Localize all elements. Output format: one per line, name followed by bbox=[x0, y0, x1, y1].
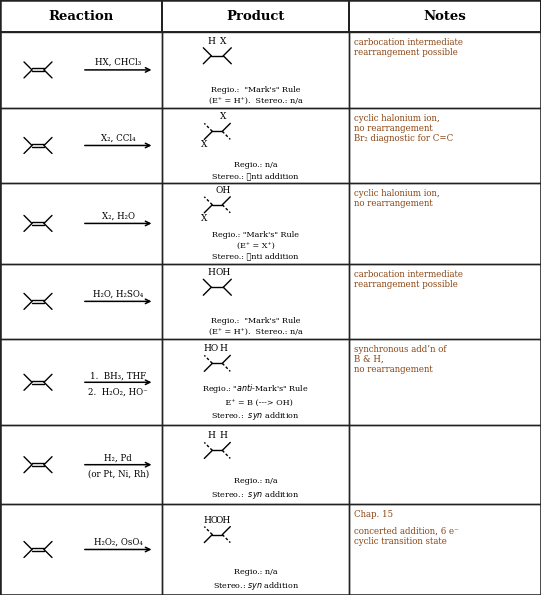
Text: Br₂ diagnostic for C=C: Br₂ diagnostic for C=C bbox=[354, 134, 453, 143]
Bar bbox=[162, 339, 349, 425]
Text: Regio.: "Mark's" Rule
(E⁺ = X⁺)
Stereo.: nti addition: Regio.: "Mark's" Rule (E⁺ = X⁺) Stereo.:… bbox=[212, 231, 299, 261]
Bar bbox=[349, 0, 541, 32]
Text: HO: HO bbox=[203, 516, 219, 525]
Text: Regio.:  "Mark's" Rule
(E⁺ = H⁺).  Stereo.: n/a: Regio.: "Mark's" Rule (E⁺ = H⁺). Stereo.… bbox=[209, 317, 302, 336]
Text: synchronous add’n of: synchronous add’n of bbox=[354, 345, 446, 354]
Bar bbox=[162, 504, 349, 595]
Bar bbox=[349, 504, 541, 595]
Bar bbox=[162, 0, 349, 32]
Text: H: H bbox=[219, 431, 227, 440]
Text: X₂, H₂O: X₂, H₂O bbox=[102, 211, 135, 220]
Text: HX, CHCl₃: HX, CHCl₃ bbox=[95, 58, 141, 67]
Bar bbox=[349, 183, 541, 264]
Text: Notes: Notes bbox=[424, 10, 466, 23]
Text: X: X bbox=[201, 140, 208, 149]
Text: 1.  BH₃, THF: 1. BH₃, THF bbox=[90, 371, 146, 380]
Text: X: X bbox=[220, 112, 227, 121]
Bar bbox=[0, 504, 162, 595]
Text: rearrangement possible: rearrangement possible bbox=[354, 280, 458, 289]
Text: OH: OH bbox=[216, 516, 231, 525]
Bar bbox=[0, 32, 162, 108]
Text: Product: Product bbox=[227, 10, 285, 23]
Text: H₂O, H₂SO₄: H₂O, H₂SO₄ bbox=[93, 289, 143, 298]
Bar bbox=[162, 32, 349, 108]
Text: Reaction: Reaction bbox=[49, 10, 114, 23]
Text: (or Pt, Ni, Rh): (or Pt, Ni, Rh) bbox=[88, 469, 149, 479]
Text: concerted addition, 6 e⁻: concerted addition, 6 e⁻ bbox=[354, 527, 459, 536]
Bar bbox=[0, 425, 162, 504]
Bar bbox=[0, 339, 162, 425]
Text: carbocation intermediate: carbocation intermediate bbox=[354, 270, 463, 278]
Text: H: H bbox=[207, 37, 215, 46]
Text: Regio.: n/a
Stereo.: $\it{syn}$ addition: Regio.: n/a Stereo.: $\it{syn}$ addition bbox=[213, 568, 299, 592]
Text: 2.  H₂O₂, HO⁻: 2. H₂O₂, HO⁻ bbox=[88, 387, 148, 396]
Text: OH: OH bbox=[216, 268, 231, 277]
Text: no rearrangement: no rearrangement bbox=[354, 124, 433, 133]
Text: rearrangement possible: rearrangement possible bbox=[354, 48, 458, 57]
Bar bbox=[0, 183, 162, 264]
Text: B & H,: B & H, bbox=[354, 355, 384, 364]
Text: Regio.: "$\it{anti}$-Mark's" Rule
   E⁺ = B (---> OH)
Stereo.:  $\it{syn}$ addit: Regio.: "$\it{anti}$-Mark's" Rule E⁺ = B… bbox=[202, 383, 309, 422]
Text: H: H bbox=[219, 345, 227, 353]
Bar bbox=[162, 425, 349, 504]
Bar bbox=[349, 264, 541, 339]
Text: H: H bbox=[207, 268, 215, 277]
Text: Regio.: n/a
Stereo.:  $\it{syn}$ addition: Regio.: n/a Stereo.: $\it{syn}$ addition bbox=[212, 477, 300, 501]
Bar bbox=[349, 108, 541, 183]
Text: X: X bbox=[201, 214, 208, 223]
Bar bbox=[162, 108, 349, 183]
Bar bbox=[349, 339, 541, 425]
Text: cyclic transition state: cyclic transition state bbox=[354, 537, 447, 546]
Text: carbocation intermediate: carbocation intermediate bbox=[354, 38, 463, 47]
Text: X₂, CCl₄: X₂, CCl₄ bbox=[101, 133, 135, 142]
Text: cyclic halonium ion,: cyclic halonium ion, bbox=[354, 114, 440, 123]
Text: Regio.: n/a
Stereo.: nti addition: Regio.: n/a Stereo.: nti addition bbox=[213, 161, 299, 180]
Bar bbox=[349, 32, 541, 108]
Text: no rearrangement: no rearrangement bbox=[354, 365, 433, 374]
Text: H: H bbox=[207, 431, 215, 440]
Bar bbox=[0, 0, 162, 32]
Bar bbox=[0, 264, 162, 339]
Text: cyclic halonium ion,: cyclic halonium ion, bbox=[354, 189, 440, 198]
Bar bbox=[349, 425, 541, 504]
Bar bbox=[162, 264, 349, 339]
Text: no rearrangement: no rearrangement bbox=[354, 199, 433, 208]
Text: Regio.:  "Mark's" Rule
(E⁺ = H⁺).  Stereo.: n/a: Regio.: "Mark's" Rule (E⁺ = H⁺). Stereo.… bbox=[209, 86, 302, 105]
Text: X: X bbox=[220, 37, 227, 46]
Bar bbox=[0, 108, 162, 183]
Text: H₂O₂, OsO₄: H₂O₂, OsO₄ bbox=[94, 537, 142, 546]
Text: H₂, Pd: H₂, Pd bbox=[104, 454, 132, 463]
Bar bbox=[162, 183, 349, 264]
Text: OH: OH bbox=[216, 186, 231, 195]
Text: HO: HO bbox=[203, 345, 219, 353]
Text: Chap. 15: Chap. 15 bbox=[354, 510, 393, 519]
